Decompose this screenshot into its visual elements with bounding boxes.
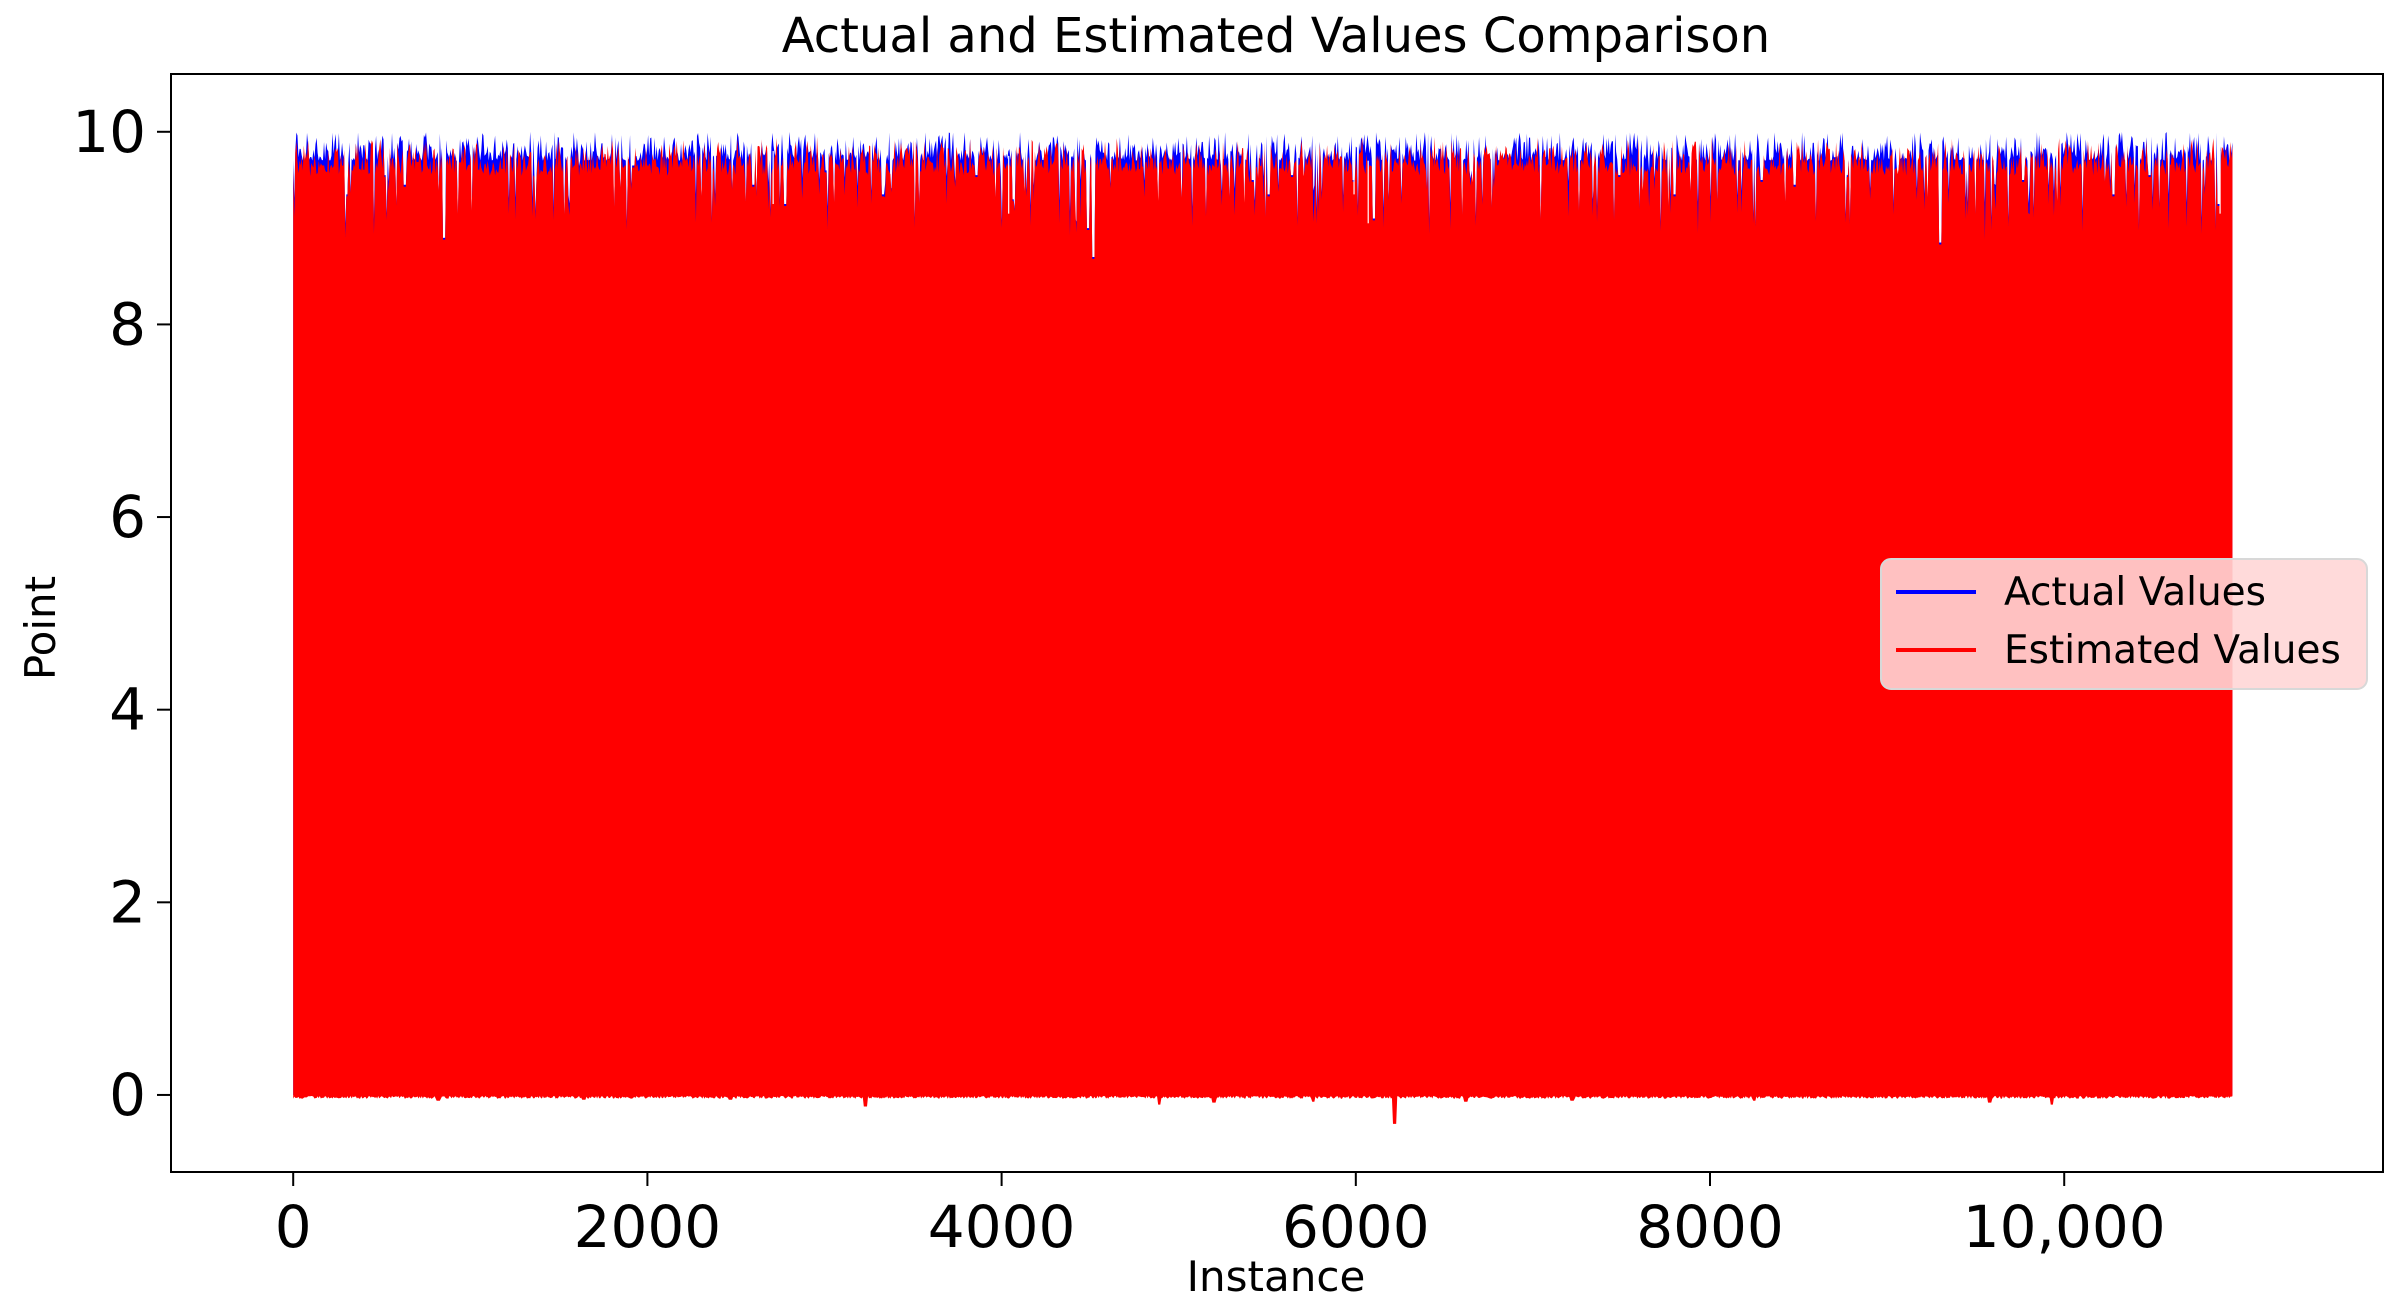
legend-estimated-label: Estimated Values — [2004, 628, 2341, 673]
x-tick-label-4: 8000 — [1636, 1193, 1784, 1261]
y-tick-label-3: 6 — [109, 483, 146, 551]
plot-area — [293, 131, 2233, 1124]
y-tick-label-0: 0 — [109, 1061, 146, 1129]
estimated-values-series — [293, 136, 2233, 1124]
y-tick-label-1: 2 — [109, 868, 146, 936]
y-axis: 0 2 4 6 8 10 — [72, 98, 171, 1129]
y-tick-label-4: 8 — [109, 290, 146, 358]
x-tick-label-3: 6000 — [1282, 1193, 1430, 1261]
y-axis-title: Point — [16, 576, 65, 680]
legend: Actual Values Estimated Values — [1880, 558, 2368, 690]
x-tick-label-2: 4000 — [928, 1193, 1076, 1261]
x-tick-label-0: 0 — [275, 1193, 312, 1261]
x-tick-label-1: 2000 — [574, 1193, 722, 1261]
x-axis-title: Instance — [1187, 1252, 1366, 1301]
legend-actual-label: Actual Values — [2004, 570, 2266, 615]
chart-title: Actual and Estimated Values Comparison — [782, 8, 1770, 64]
x-axis: 0 2000 4000 6000 8000 10,000 — [275, 1172, 2166, 1261]
plot-frame — [170, 73, 2384, 1173]
x-tick-label-5: 10,000 — [1963, 1193, 2166, 1261]
y-tick-label-5: 10 — [72, 98, 146, 166]
y-tick-label-2: 4 — [109, 676, 146, 744]
legend-box — [1880, 558, 2368, 690]
